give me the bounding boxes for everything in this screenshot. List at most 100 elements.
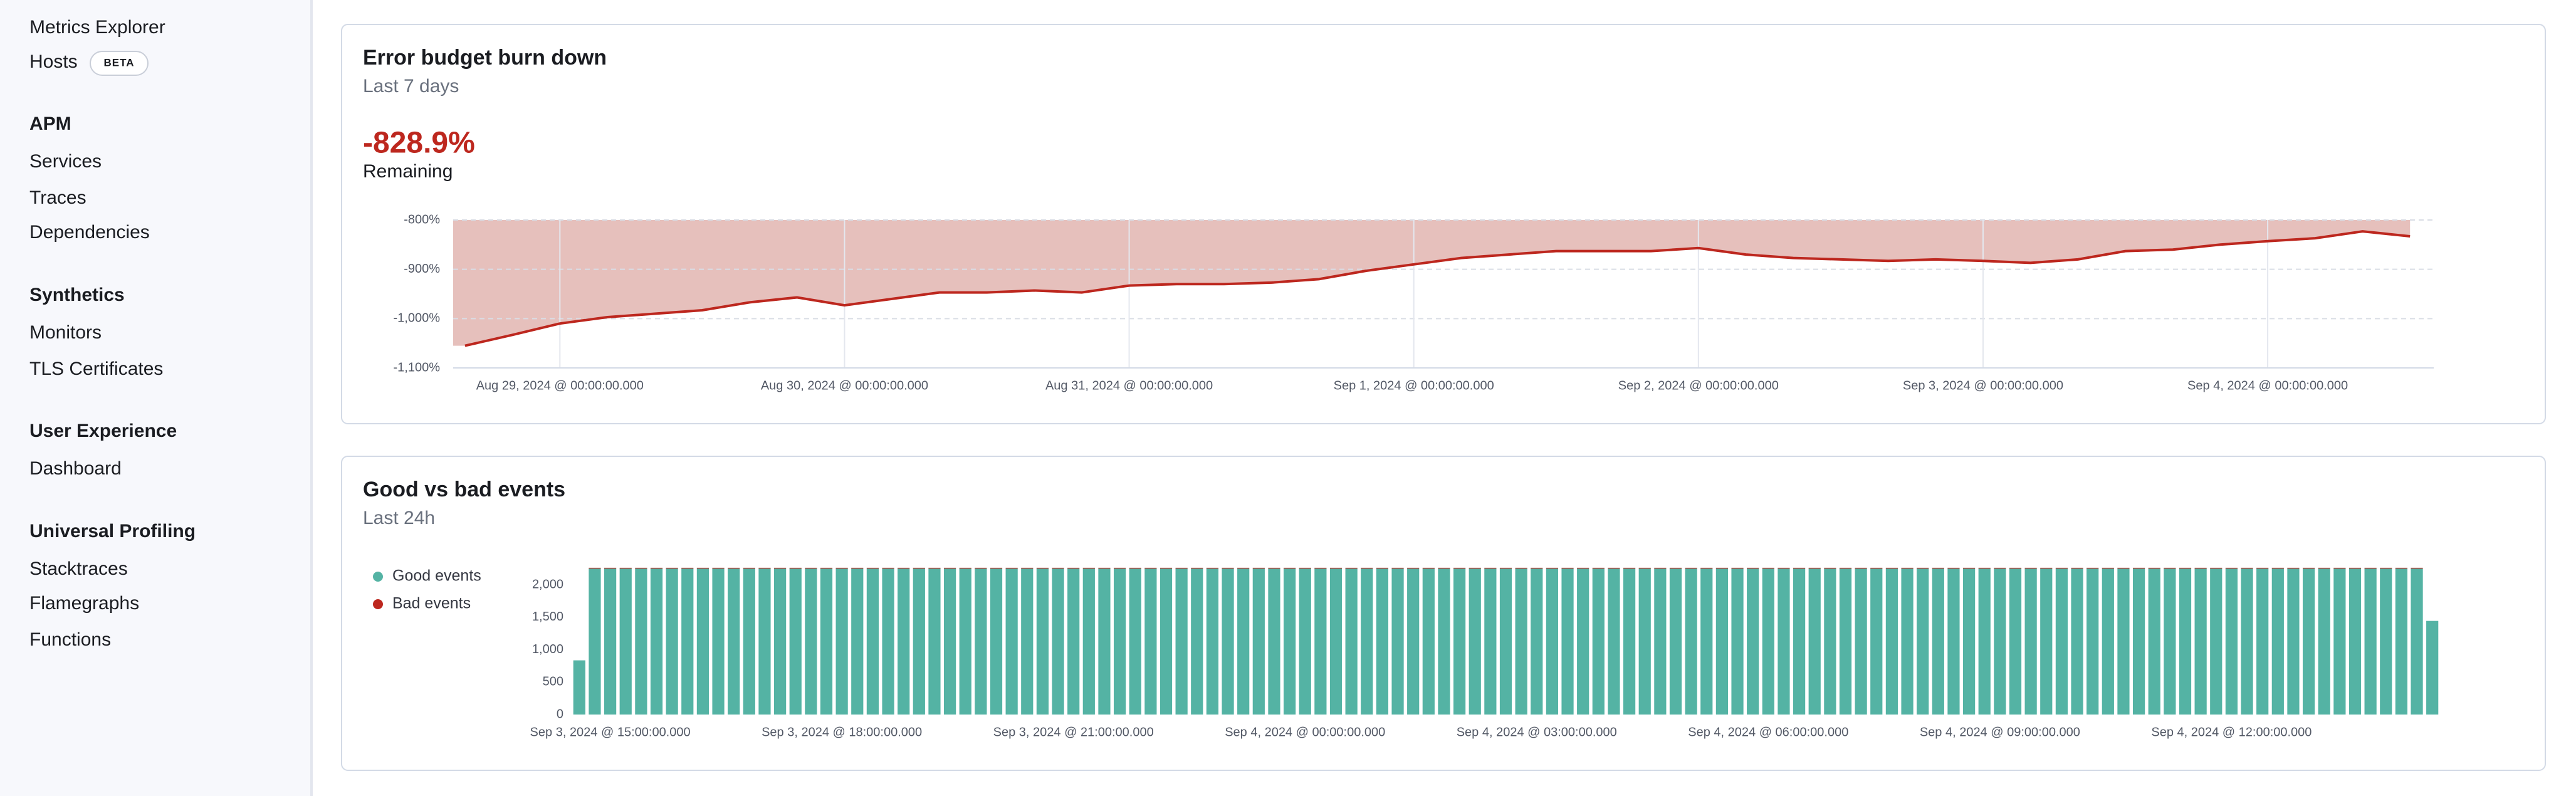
nav-item[interactable]: Monitors [29,322,102,343]
bar [650,568,663,715]
x-tick-label: Sep 4, 2024 @ 06:00:00.000 [1688,725,1848,739]
bar [1082,568,1095,715]
bar [2302,568,2315,715]
y-tick-label: 0 [557,707,563,721]
bar [1700,568,1713,715]
nav-section: APM [29,113,71,134]
nav-item[interactable]: Functions [29,629,111,650]
bar [1376,568,1389,715]
nav-item[interactable]: TLS Certificates [29,359,163,379]
nav-section: Universal Profiling [29,521,196,542]
bar [1901,568,1914,715]
bar [1113,568,1126,715]
bar [1067,568,1080,715]
line [464,230,2411,347]
x-tick-label: Aug 31, 2024 @ 00:00:00.000 [1045,379,1213,392]
bar [758,568,771,715]
y-tick-label: 2,000 [532,577,563,591]
y-tick-label: 500 [543,675,563,689]
nav-item[interactable]: Flamegraphs [29,593,139,614]
bar [1685,568,1697,715]
bar [2395,568,2408,715]
bar [589,568,601,715]
nav-item[interactable]: Metrics Explorer [29,17,165,38]
bar [2333,568,2346,715]
legend-swatch [373,572,383,582]
bar [2364,568,2377,715]
bar [1314,568,1327,715]
bar [1268,568,1280,715]
bar [898,568,910,715]
bar [2132,568,2145,715]
bar [1885,568,1898,715]
x-tick-label: Aug 29, 2024 @ 00:00:00.000 [476,379,644,392]
bar [1453,568,1466,715]
bar [1592,568,1605,715]
bar [1531,568,1543,715]
bar [2225,568,2238,715]
bar [2256,568,2269,715]
x-tick-label: Sep 3, 2024 @ 21:00:00.000 [993,725,1154,739]
bar [743,568,755,715]
bar [805,568,817,715]
bar [2009,568,2022,715]
bar [1947,568,1960,715]
bar [1422,568,1435,715]
nav-item[interactable]: Traces [29,187,86,208]
bar [1361,568,1373,715]
x-tick-label: Sep 3, 2024 @ 15:00:00.000 [530,725,691,739]
bar [2380,568,2392,715]
bar [1762,568,1774,715]
panel-subtitle: Last 7 days [363,76,459,97]
nav-item[interactable]: Stacktraces [29,558,128,579]
bar [2040,568,2053,715]
bar [2271,568,2284,715]
bar [773,568,787,715]
y-tick-label: -800% [404,212,440,226]
bar [1052,568,1064,715]
bar [2071,568,2083,715]
bar [1299,568,1311,715]
bar [1438,568,1450,715]
bar [1098,568,1111,715]
bar [1206,568,1219,715]
bar [789,568,802,715]
headline-label: Remaining [363,161,453,182]
y-tick-label: -1,100% [394,360,441,374]
x-tick-label: Sep 1, 2024 @ 00:00:00.000 [1334,379,1494,392]
bar [2102,568,2114,715]
nav-item[interactable]: Dependencies [29,222,150,243]
bar [1283,568,1296,715]
bar [820,568,833,715]
nav-item[interactable]: Hosts [29,51,78,72]
bar [1824,568,1836,715]
bar [2194,568,2207,715]
area [453,220,2411,346]
bar [1870,568,1883,715]
bar [1994,568,2006,715]
y-tick-label: 1,500 [532,610,563,624]
bar [666,568,678,715]
bar [2318,568,2330,715]
bar [2024,568,2037,715]
bar [712,568,725,715]
bar [990,568,1003,715]
bar [1129,568,1141,715]
bar [619,568,632,715]
bar [913,568,925,715]
sidebar [0,0,310,796]
bar [882,568,894,715]
bar [1731,568,1744,715]
bar [959,568,971,715]
bar [1329,568,1343,715]
nav-item[interactable]: Services [29,151,102,172]
bar [2411,568,2423,715]
nav-item[interactable]: Dashboard [29,458,122,479]
bar [1855,568,1867,715]
bar [1021,568,1034,715]
bar [1808,568,1821,715]
bar [2241,568,2253,715]
bar [1160,568,1173,715]
bar [1191,568,1203,715]
